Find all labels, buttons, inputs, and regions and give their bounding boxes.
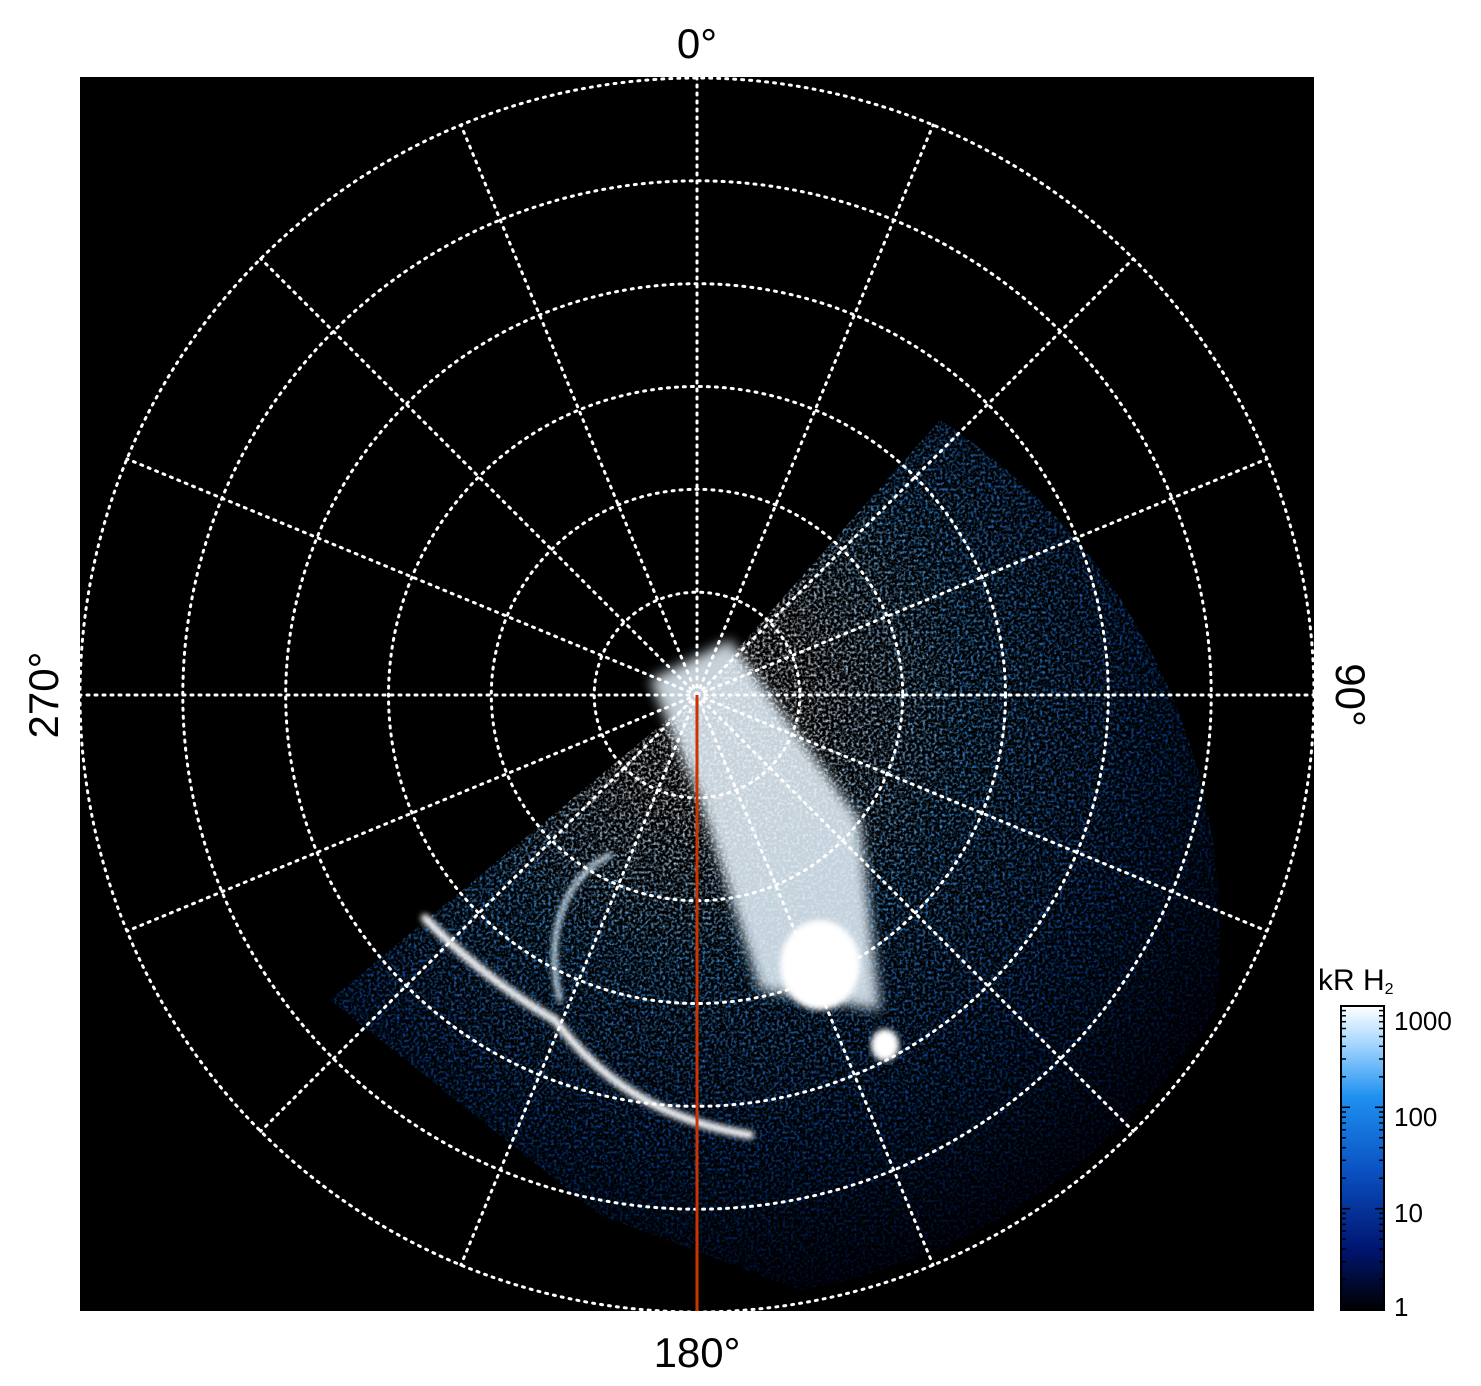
colorbar-tick-10: 10 xyxy=(1394,1198,1423,1228)
colorbar: kR H2 1000 100 10 1 xyxy=(1318,964,1452,1322)
colorbar-tick-100: 100 xyxy=(1394,1102,1437,1132)
label-0-deg: 0° xyxy=(677,20,717,67)
colorbar-tick-1000: 1000 xyxy=(1394,1006,1452,1036)
colorbar-title: kR H2 xyxy=(1318,964,1394,998)
label-180-deg: 180° xyxy=(654,1329,741,1376)
label-90-deg: 90° xyxy=(1327,663,1374,727)
colorbar-gradient xyxy=(1341,1006,1384,1310)
colorbar-tick-1: 1 xyxy=(1394,1292,1408,1322)
label-270-deg: 270° xyxy=(20,652,67,739)
